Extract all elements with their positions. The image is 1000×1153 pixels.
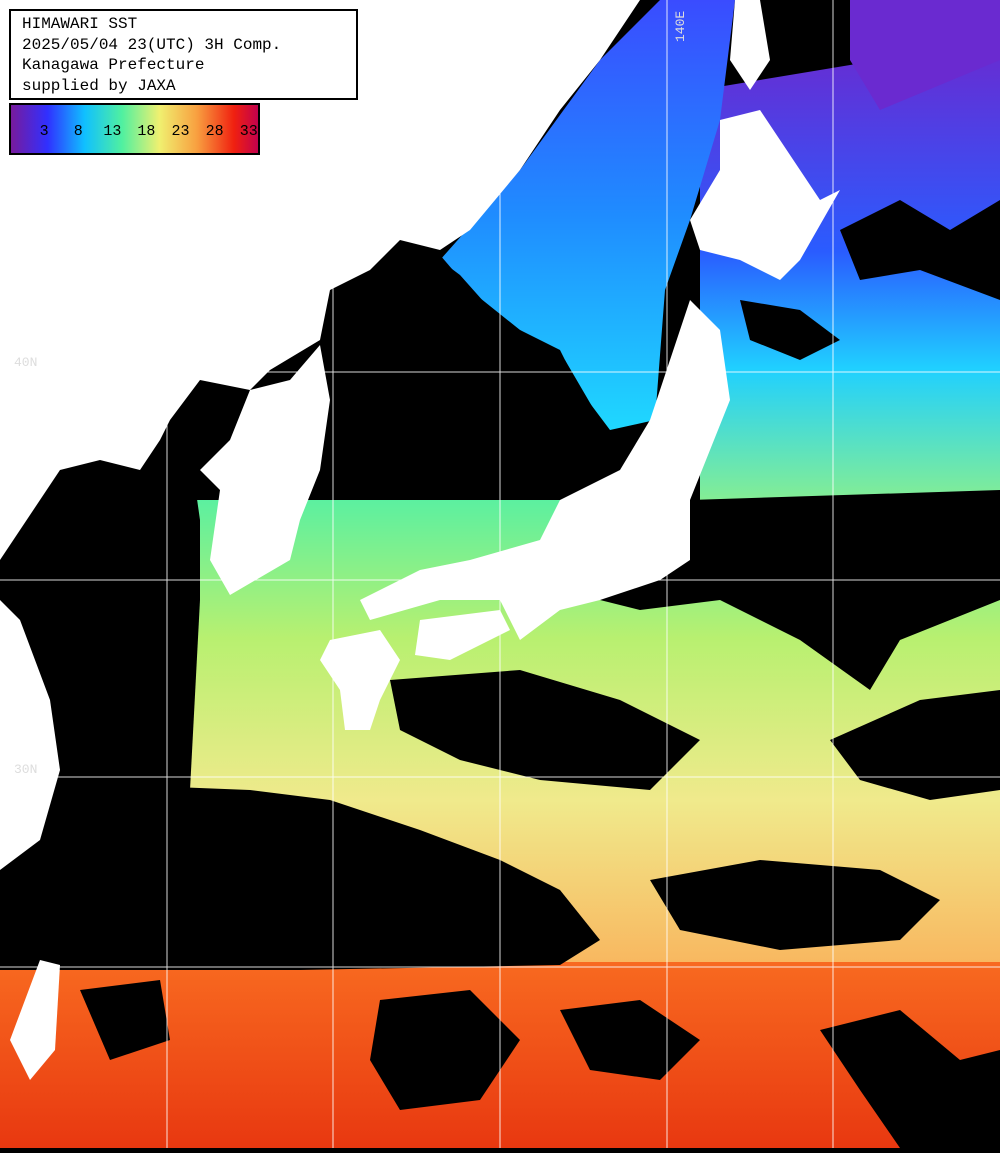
cloud-mask <box>0 200 1000 1148</box>
sakhalin <box>730 0 770 90</box>
header-line: supplied by JAXA <box>22 77 176 95</box>
header-box <box>9 9 358 100</box>
lon-label: 140E <box>673 11 688 42</box>
cloud <box>820 1010 1000 1148</box>
cloud <box>840 200 1000 300</box>
kyushu <box>320 630 400 730</box>
hokkaido <box>690 110 840 280</box>
colorbar-label: 18 <box>137 123 155 140</box>
cloud <box>740 300 840 360</box>
colorbar-label: 13 <box>103 123 121 140</box>
cloud <box>830 690 1000 800</box>
lat-label: 30N <box>14 762 37 777</box>
colorbar-label: 3 <box>40 123 49 140</box>
header-line: Kanagawa Prefecture <box>22 56 204 74</box>
continent <box>0 600 60 870</box>
colorbar-label: 8 <box>74 123 83 140</box>
colorbar-label: 33 <box>240 123 258 140</box>
continent <box>0 470 60 560</box>
colorbar <box>9 103 260 155</box>
cloud <box>370 990 520 1110</box>
shikoku <box>415 610 510 660</box>
header-line: HIMAWARI SST <box>22 15 137 33</box>
cloud <box>650 860 940 950</box>
cloud <box>0 780 600 970</box>
korea <box>200 345 330 595</box>
taiwan <box>10 960 60 1080</box>
honshu <box>360 300 730 640</box>
cloud <box>390 670 700 790</box>
japan-sea <box>440 0 735 430</box>
cloud <box>330 250 620 490</box>
cold-sea <box>850 0 1000 110</box>
header-line: 2025/05/04 23(UTC) 3H Comp. <box>22 36 281 54</box>
colorbar-label: 23 <box>172 123 190 140</box>
colorbar-ticks: 3 8 13 18 23 28 33 <box>40 123 258 140</box>
lat-label: 40N <box>14 355 37 370</box>
colorbar-label: 28 <box>206 123 224 140</box>
cloud <box>560 1000 700 1080</box>
island <box>398 130 428 165</box>
cloud <box>80 980 170 1060</box>
cloud <box>600 490 1000 690</box>
